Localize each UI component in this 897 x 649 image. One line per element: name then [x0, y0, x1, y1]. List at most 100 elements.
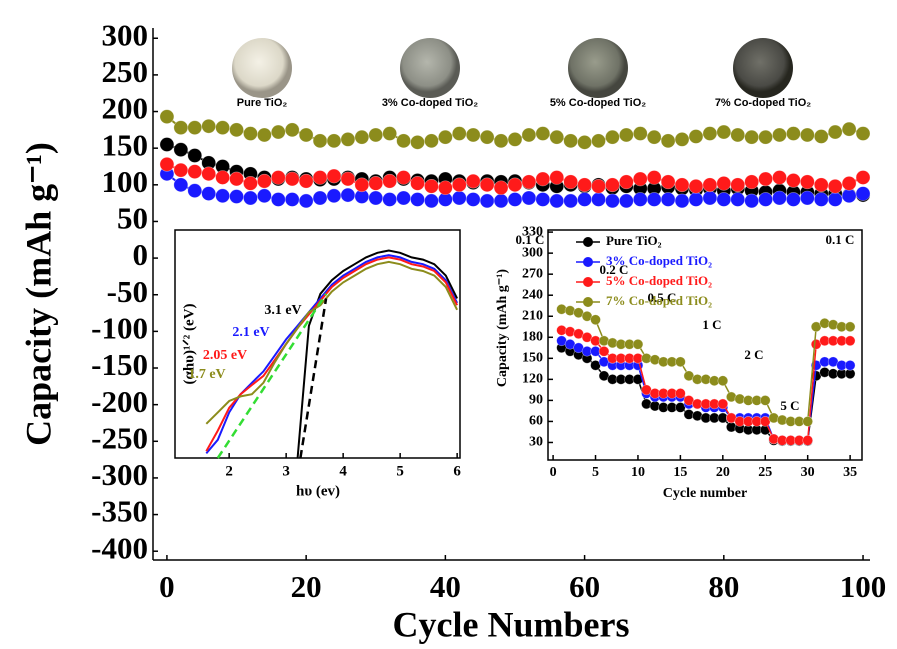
- data-point: [507, 192, 523, 207]
- data-point: [802, 416, 813, 427]
- data-point: [354, 177, 370, 193]
- annotation: Pure TiO₂: [237, 97, 288, 109]
- data-point: [688, 129, 704, 144]
- data-point: [632, 338, 644, 350]
- data-point: [215, 188, 230, 204]
- data-point: [312, 133, 328, 149]
- x-tick-label: 60: [569, 569, 600, 604]
- series-line: [205, 254, 458, 455]
- data-point: [632, 126, 648, 141]
- data-point: [632, 192, 648, 207]
- data-point: [229, 122, 244, 138]
- data-point: [744, 174, 759, 190]
- y-tick-label: 30: [529, 435, 543, 450]
- data-point: [758, 192, 773, 207]
- x-tick-label: 80: [708, 569, 739, 604]
- data-point: [577, 177, 592, 193]
- x-axis-label: hυ (ev): [296, 483, 340, 499]
- y-tick-label: 180: [522, 330, 543, 345]
- data-point: [702, 190, 718, 206]
- data-point: [368, 176, 384, 191]
- x-tick-label: 4: [339, 463, 347, 479]
- data-point: [284, 122, 300, 138]
- data-point: [312, 170, 328, 185]
- legend-marker: [583, 237, 593, 247]
- data-point: [535, 126, 551, 141]
- y-tick-label: 300: [102, 17, 149, 52]
- data-point: [410, 192, 425, 207]
- data-point: [424, 193, 439, 209]
- legend-label: Pure TiO₂: [606, 233, 662, 248]
- data-point: [493, 193, 509, 209]
- x-axis-label: Cycle Numbers: [393, 604, 630, 644]
- data-point: [563, 133, 578, 149]
- data-point: [758, 171, 773, 187]
- data-point: [772, 190, 787, 206]
- data-point: [410, 176, 425, 191]
- data-point: [675, 388, 686, 399]
- x-tick-label: 35: [843, 465, 857, 480]
- data-point: [354, 129, 370, 145]
- data-point: [800, 174, 815, 190]
- legend-label: 3% Co-doped TiO₂: [606, 253, 712, 268]
- data-point: [521, 174, 537, 190]
- y-axis-label: (αhυ)¹ᐟ² (eV): [181, 303, 197, 384]
- data-point: [424, 178, 439, 194]
- data-point: [591, 192, 606, 207]
- data-point: [813, 192, 829, 207]
- data-point: [173, 142, 189, 157]
- y-tick-label: -250: [91, 420, 148, 455]
- data-point: [201, 186, 216, 201]
- data-point: [744, 129, 759, 145]
- data-point: [605, 193, 620, 209]
- data-point: [844, 335, 856, 347]
- data-point: [619, 127, 634, 143]
- data-point: [521, 190, 537, 206]
- data-point: [660, 192, 676, 207]
- plot-content: [556, 303, 856, 447]
- data-point: [187, 183, 203, 198]
- data-point: [717, 375, 729, 387]
- data-point: [535, 171, 551, 187]
- y-tick-label: -150: [91, 347, 148, 382]
- data-point: [438, 180, 453, 196]
- data-point: [675, 356, 686, 368]
- data-point: [660, 133, 676, 149]
- x-tick-label: 30: [801, 465, 815, 480]
- y-tick-label: 300: [522, 245, 543, 260]
- data-point: [340, 171, 356, 187]
- annotation: 5 C: [780, 398, 799, 413]
- data-point: [772, 127, 787, 143]
- data-point: [688, 192, 704, 207]
- data-point: [549, 129, 565, 145]
- annotation: 0.5 C: [648, 290, 677, 305]
- data-point: [549, 170, 565, 185]
- y-tick-label: 210: [522, 308, 543, 323]
- data-point: [702, 177, 718, 193]
- data-point: [257, 127, 272, 143]
- data-point: [451, 177, 467, 193]
- data-point: [438, 129, 453, 145]
- data-point: [619, 174, 634, 190]
- data-point: [424, 133, 439, 149]
- data-point: [257, 173, 272, 189]
- data-point: [786, 173, 801, 188]
- data-point: [201, 166, 216, 182]
- y-tick-label: 270: [522, 266, 543, 281]
- sample-photo: [733, 38, 793, 98]
- x-tick-label: 3: [282, 463, 290, 479]
- legend-marker: [583, 257, 593, 267]
- data-point: [257, 188, 272, 204]
- data-point: [590, 314, 601, 326]
- annotation: 1.7 eV: [188, 367, 225, 382]
- x-tick-label: 40: [430, 569, 461, 604]
- series-line: [299, 298, 328, 459]
- sample-photo: [232, 38, 292, 98]
- x-tick-label: 10: [631, 465, 645, 480]
- y-tick-label: 330: [522, 224, 543, 239]
- chart-panel: 2 3 4 5 6 hυ (ev) (αhυ)¹ᐟ² (eV) 3.1 eV 2.1 eV 2.0…: [174, 229, 461, 499]
- data-point: [605, 129, 620, 145]
- data-point: [717, 398, 729, 410]
- data-point: [605, 177, 620, 193]
- data-point: [674, 193, 690, 209]
